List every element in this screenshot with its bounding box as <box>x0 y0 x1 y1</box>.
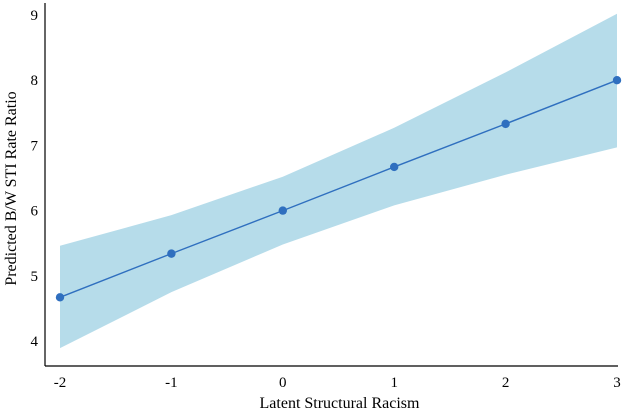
x-axis-title: Latent Structural Racism <box>260 395 421 411</box>
series-point-layer <box>55 76 622 302</box>
data-point <box>278 206 287 215</box>
y-axis-title: Predicted B/W STI Rate Ratio <box>3 91 20 285</box>
confidence-band-layer <box>60 13 617 349</box>
series-line-layer <box>59 79 618 298</box>
data-point <box>167 249 176 258</box>
x-tick-label: 2 <box>502 375 510 391</box>
axes <box>44 3 618 367</box>
y-tick-label: 5 <box>31 269 39 285</box>
y-tick-label: 4 <box>31 334 39 350</box>
x-tick-label: 1 <box>390 375 398 391</box>
data-point <box>501 119 510 129</box>
data-point <box>390 162 399 172</box>
y-tick-label: 7 <box>31 138 39 154</box>
x-tick-label: -2 <box>54 375 67 391</box>
y-tick-label: 9 <box>31 8 39 24</box>
tick-labels: -2 -1 0 1 2 3 4 5 6 7 8 9 <box>31 8 621 391</box>
x-tick-label: -1 <box>165 375 178 391</box>
y-tick-label: 8 <box>31 73 39 89</box>
data-point <box>612 76 622 85</box>
series-line <box>59 79 618 298</box>
x-tick-label: 3 <box>613 375 621 391</box>
y-tick-label: 6 <box>31 204 39 220</box>
x-tick-label: 0 <box>279 375 287 391</box>
confidence-band <box>60 13 617 349</box>
data-point <box>55 293 65 302</box>
